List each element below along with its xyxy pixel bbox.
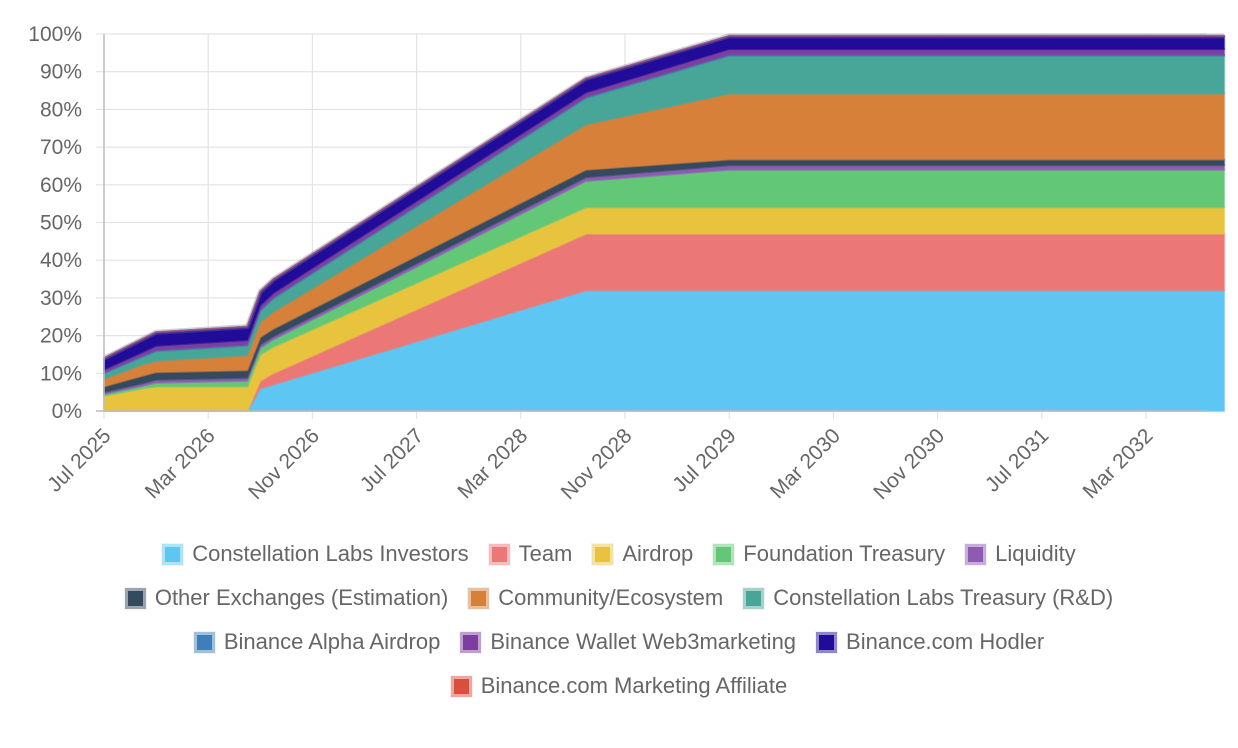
legend-item[interactable]: Binance.com Marketing Affiliate — [449, 673, 788, 699]
y-tick-label: 100% — [28, 23, 82, 46]
x-tick-label: Mar 2030 — [766, 424, 845, 503]
x-tick-label: Nov 2026 — [244, 424, 324, 504]
chart-legend: Constellation Labs Investors Team Airdrop F… — [0, 532, 1238, 708]
legend-item[interactable]: Constellation Labs Treasury (R&D) — [742, 585, 1114, 611]
legend-swatch — [487, 542, 511, 566]
legend-item[interactable]: Binance.com Hodler — [815, 629, 1045, 655]
legend-swatch — [815, 630, 839, 654]
series-area — [103, 34, 1226, 360]
legend-swatch — [591, 542, 615, 566]
x-tick-label: Nov 2028 — [557, 424, 637, 504]
legend-item[interactable]: Foundation Treasury — [712, 541, 946, 567]
legend-swatch — [712, 542, 736, 566]
legend-item[interactable]: Liquidity — [964, 541, 1076, 567]
x-tick-label: Nov 2030 — [869, 424, 949, 504]
legend-item[interactable]: Airdrop — [591, 541, 694, 567]
legend-label: Constellation Labs Treasury (R&D) — [773, 585, 1114, 610]
legend-swatch — [449, 674, 473, 698]
x-tick-label: Mar 2026 — [141, 424, 220, 503]
legend-label: Binance Alpha Airdrop — [223, 629, 441, 654]
y-tick-label: 50% — [40, 212, 82, 235]
x-tick-label: Mar 2032 — [1079, 424, 1158, 503]
y-tick-label: 10% — [40, 362, 82, 385]
legend-row: Constellation Labs Investors Team Airdrop F… — [0, 532, 1238, 576]
legend-label: Airdrop — [622, 541, 694, 566]
legend-row: Binance.com Marketing Affiliate — [0, 664, 1238, 708]
y-tick-label: 20% — [40, 325, 82, 348]
legend-item[interactable]: Team — [487, 541, 573, 567]
legend-swatch — [742, 586, 766, 610]
legend-label: Liquidity — [995, 541, 1076, 566]
y-tick-label: 90% — [40, 61, 82, 84]
legend-item[interactable]: Community/Ecosystem — [467, 585, 724, 611]
legend-item[interactable]: Binance Wallet Web3marketing — [459, 629, 797, 655]
y-tick-label: 0% — [52, 400, 82, 423]
x-tick-label: Mar 2028 — [453, 424, 532, 503]
legend-label: Binance.com Marketing Affiliate — [480, 673, 788, 698]
legend-label: Constellation Labs Investors — [192, 541, 469, 566]
legend-item[interactable]: Binance Alpha Airdrop — [192, 629, 441, 655]
legend-label: Other Exchanges (Estimation) — [154, 585, 449, 610]
legend-swatch — [161, 542, 185, 566]
legend-item[interactable]: Constellation Labs Investors — [161, 541, 469, 567]
y-tick-label: 70% — [40, 136, 82, 159]
legend-label: Binance.com Hodler — [846, 629, 1045, 654]
legend-row: Other Exchanges (Estimation) Community/Ec… — [0, 576, 1238, 620]
y-tick-label: 60% — [40, 174, 82, 197]
y-tick-label: 30% — [40, 287, 82, 310]
legend-swatch — [964, 542, 988, 566]
legend-swatch — [192, 630, 216, 654]
legend-swatch — [467, 586, 491, 610]
legend-label: Binance Wallet Web3marketing — [490, 629, 797, 654]
legend-swatch — [459, 630, 483, 654]
stack-top-outline — [102, 33, 1225, 361]
x-tick-label: Jul 2031 — [981, 424, 1053, 496]
legend-label: Community/Ecosystem — [498, 585, 724, 610]
legend-row: Binance Alpha Airdrop Binance Wallet Web3… — [0, 620, 1238, 664]
x-tick-label: Jul 2027 — [356, 424, 428, 496]
legend-item[interactable]: Other Exchanges (Estimation) — [123, 585, 449, 611]
legend-swatch — [123, 586, 147, 610]
x-tick-label: Jul 2025 — [43, 424, 115, 496]
legend-label: Foundation Treasury — [743, 541, 946, 566]
stacked-area-chart: 0% 10% 20% 30% 40% 50% 60% 70% 80% 90% 100% Jul 202… — [28, 23, 1226, 504]
y-tick-label: 40% — [40, 249, 82, 272]
legend-label: Team — [518, 541, 573, 566]
y-tick-label: 80% — [40, 98, 82, 121]
x-tick-label: Jul 2029 — [668, 424, 740, 496]
chart-areas — [102, 33, 1226, 412]
